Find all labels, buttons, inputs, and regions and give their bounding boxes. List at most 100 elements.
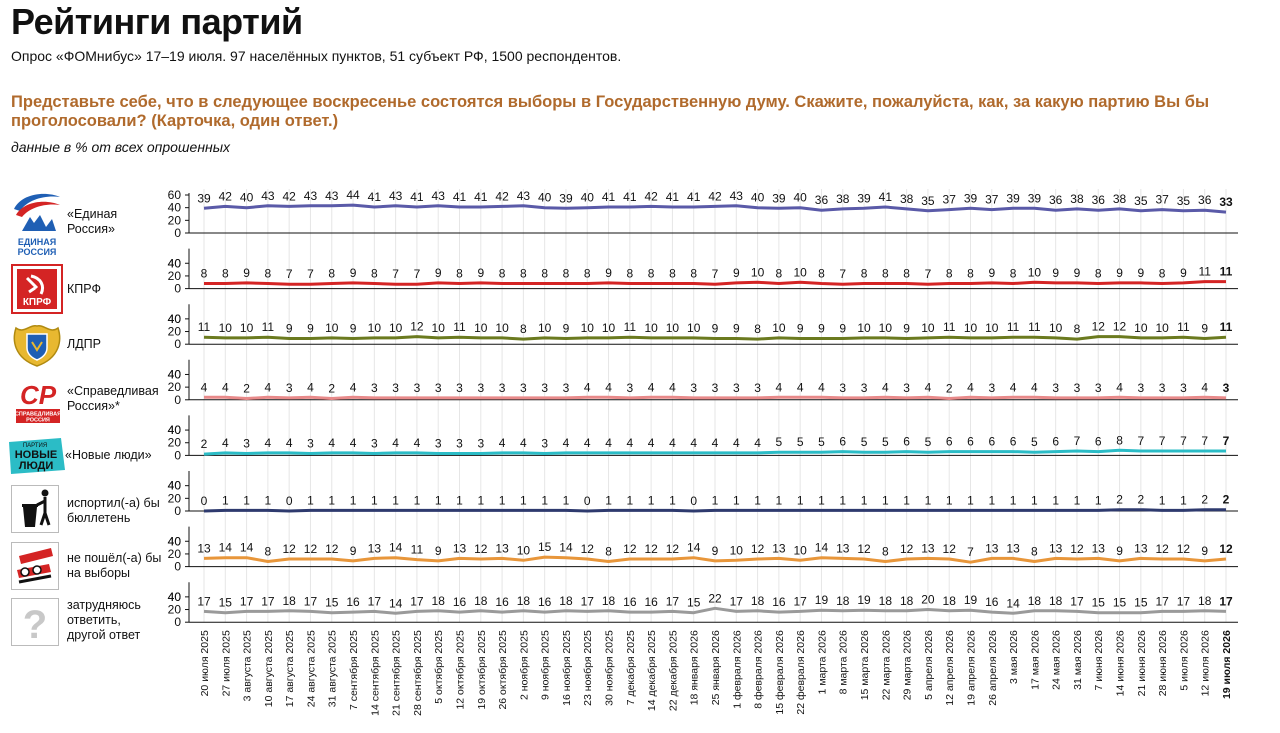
x-tick-label: 14 декабря 2025 xyxy=(646,630,658,711)
data-label: 3 xyxy=(861,381,868,395)
data-label: 36 xyxy=(1198,193,1212,207)
y-tick-label: 20 xyxy=(168,213,182,227)
bear-shape xyxy=(22,215,56,231)
data-label: 5 xyxy=(797,435,804,449)
x-tick-label: 3 мая 2026 xyxy=(1008,630,1020,684)
survey-subtitle: Опрос «ФОМнибус» 17–19 июля. 97 населённ… xyxy=(11,48,622,64)
x-tick-label: 26 апреля 2026 xyxy=(987,630,999,706)
x-tick-label: 27 июля 2025 xyxy=(220,630,232,696)
data-label: 37 xyxy=(1155,193,1169,207)
data-label: 22 xyxy=(708,591,722,605)
data-label: 4 xyxy=(286,436,293,450)
data-label: 41 xyxy=(879,190,893,204)
data-label: 10 xyxy=(1049,321,1063,335)
data-label: 12 xyxy=(623,542,637,556)
data-label: 9 xyxy=(733,266,740,280)
data-label: 4 xyxy=(414,436,421,450)
data-label: 8 xyxy=(605,545,612,559)
data-label: 12 xyxy=(1155,542,1169,556)
x-tick-label: 15 марта 2026 xyxy=(859,630,871,700)
data-label: 16 xyxy=(495,595,509,609)
data-label: 11 xyxy=(453,320,466,334)
data-label: 41 xyxy=(687,190,701,204)
data-label: 12 xyxy=(900,542,914,556)
x-tick-label: 12 апреля 2026 xyxy=(944,630,956,706)
data-label: 43 xyxy=(432,189,446,203)
y-tick-label: 0 xyxy=(174,282,181,296)
data-label: 36 xyxy=(1092,193,1106,207)
x-tick-label: 20 июля 2025 xyxy=(199,630,211,696)
data-label: 3 xyxy=(1074,381,1081,395)
x-tick-label: 18 января 2026 xyxy=(689,630,701,705)
data-label: 4 xyxy=(1116,380,1123,394)
data-label: 8 xyxy=(520,322,527,336)
data-label: 11 xyxy=(1220,265,1233,279)
party-label-line: «Единая xyxy=(67,207,118,221)
data-label: 1 xyxy=(265,493,272,507)
data-label: 1 xyxy=(456,493,463,507)
data-label: 36 xyxy=(815,193,829,207)
x-tick-label: 19 апреля 2026 xyxy=(966,630,978,706)
data-label: 17 xyxy=(1177,594,1191,608)
data-label: 9 xyxy=(605,266,612,280)
data-label: 3 xyxy=(1180,381,1187,395)
data-label: 1 xyxy=(392,493,399,507)
data-label: 4 xyxy=(648,380,655,394)
data-label: 0 xyxy=(584,494,591,508)
logo-text-line: РОССИЯ xyxy=(18,247,57,257)
party-label: ЛДПР xyxy=(67,337,101,352)
data-label: 13 xyxy=(985,541,999,555)
data-label: 8 xyxy=(499,267,506,281)
data-label: 38 xyxy=(900,192,914,206)
y-tick-label: 40 xyxy=(168,479,182,493)
data-label: 8 xyxy=(1159,267,1166,281)
data-label: 18 xyxy=(474,594,488,608)
data-label: 14 xyxy=(389,596,403,610)
data-label: 9 xyxy=(1180,266,1187,280)
data-label: 3 xyxy=(414,381,421,395)
data-label: 8 xyxy=(861,267,868,281)
data-label: 39 xyxy=(857,191,871,205)
logo-text-line: ? xyxy=(23,603,47,646)
new-people-logo: ПАРТИЯ НОВЫЕ ЛЮДИ xyxy=(9,438,65,474)
data-label: 3 xyxy=(1095,381,1102,395)
x-tick-label: 26 октября 2025 xyxy=(497,630,509,710)
data-label: 39 xyxy=(964,191,978,205)
data-label: 2 xyxy=(201,437,208,451)
data-label: 8 xyxy=(669,267,676,281)
data-label: 17 xyxy=(1219,594,1233,608)
data-label: 4 xyxy=(499,436,506,450)
data-label: 6 xyxy=(988,435,995,449)
y-tick-label: 20 xyxy=(168,325,182,339)
data-label: 8 xyxy=(563,267,570,281)
data-label: 7 xyxy=(839,267,846,281)
data-label: 10 xyxy=(517,543,531,557)
y-tick-label: 20 xyxy=(168,603,182,617)
data-label: 9 xyxy=(1201,322,1208,336)
data-label: 12 xyxy=(581,542,595,556)
data-label: 43 xyxy=(730,189,744,203)
party-label-line: затрудняюсь xyxy=(67,598,141,612)
data-label: 7 xyxy=(1201,434,1208,448)
data-label: 38 xyxy=(1070,192,1084,206)
data-label: 8 xyxy=(776,267,783,281)
data-label: 4 xyxy=(265,380,272,394)
data-label: 1 xyxy=(243,493,250,507)
data-label: 10 xyxy=(985,321,999,335)
data-label: 7 xyxy=(392,267,399,281)
data-label: 1 xyxy=(1031,493,1038,507)
data-label: 8 xyxy=(222,267,229,281)
data-label: 13 xyxy=(1006,541,1020,555)
logo-text-line: СПРАВЕДЛИВАЯ xyxy=(15,412,61,418)
data-label: 4 xyxy=(1010,380,1017,394)
data-label: 0 xyxy=(690,494,697,508)
data-label: 4 xyxy=(605,436,612,450)
data-label: 11 xyxy=(1177,320,1190,334)
party-label-line: «Справедливая xyxy=(67,384,159,398)
crossed-ballot-icon xyxy=(11,542,59,590)
data-label: 35 xyxy=(1177,194,1191,208)
data-label: 4 xyxy=(797,380,804,394)
data-label: 4 xyxy=(222,436,229,450)
data-label: 1 xyxy=(605,493,612,507)
data-label: 9 xyxy=(563,322,570,336)
